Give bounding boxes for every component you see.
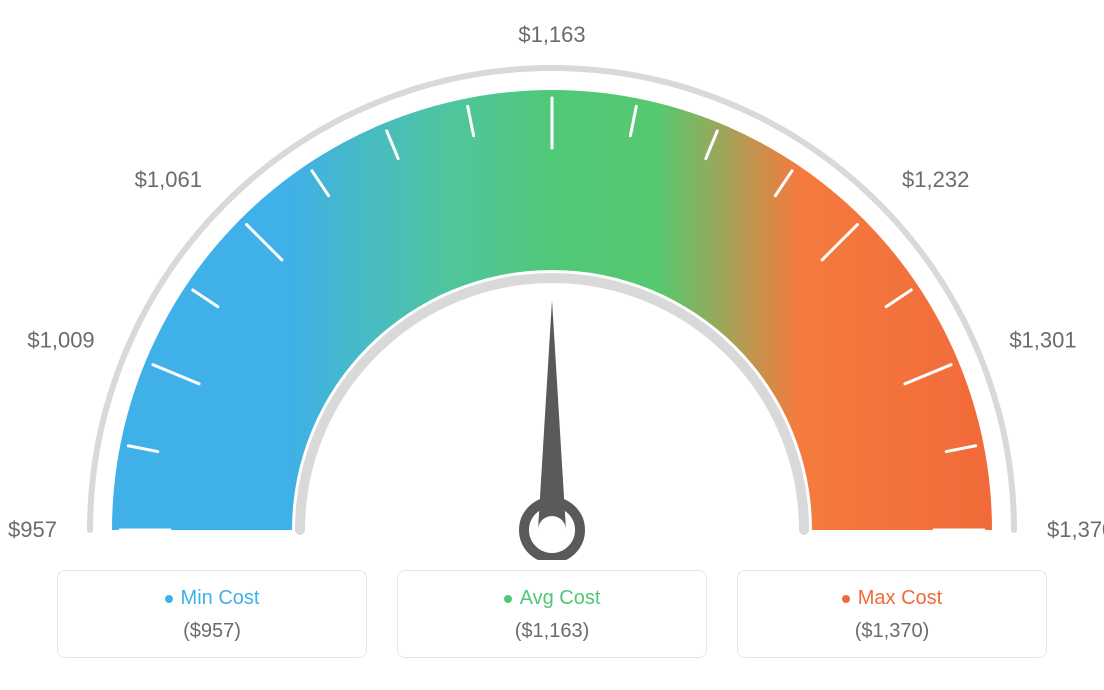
legend-row: Min Cost ($957) Avg Cost ($1,163) Max Cost ($… xyxy=(0,570,1104,658)
legend-dot-icon xyxy=(504,595,512,603)
legend-title: Avg Cost xyxy=(398,587,706,610)
gauge-tick-label: $1,370 xyxy=(1047,517,1104,542)
gauge-tick-label: $1,061 xyxy=(135,167,202,192)
legend-value: ($1,370) xyxy=(738,620,1046,643)
legend-card: Max Cost ($1,370) xyxy=(737,570,1047,658)
legend-title-text: Min Cost xyxy=(181,587,260,609)
gauge-tick-label: $1,163 xyxy=(518,22,585,47)
gauge-chart: $957 $1,009 $1,061 $1,163 $1,232 $1,301 $1,370 xyxy=(0,0,1104,560)
gauge-tick-label: $1,232 xyxy=(902,167,969,192)
legend-value: ($957) xyxy=(58,620,366,643)
legend-title: Min Cost xyxy=(58,587,366,610)
legend-dot-icon xyxy=(842,595,850,603)
gauge-tick-label: $957 xyxy=(8,517,57,542)
legend-card: Min Cost ($957) xyxy=(57,570,367,658)
legend-title: Max Cost xyxy=(738,587,1046,610)
legend-title-text: Avg Cost xyxy=(520,587,601,609)
legend-title-text: Max Cost xyxy=(858,587,942,609)
gauge-tick-label: $1,009 xyxy=(27,328,94,353)
gauge-container: $957 $1,009 $1,061 $1,163 $1,232 $1,301 $1,370 xyxy=(0,0,1104,560)
legend-dot-icon xyxy=(165,595,173,603)
legend-card: Avg Cost ($1,163) xyxy=(397,570,707,658)
gauge-tick-label: $1,301 xyxy=(1009,328,1076,353)
legend-value: ($1,163) xyxy=(398,620,706,643)
gauge-needle xyxy=(538,300,566,530)
